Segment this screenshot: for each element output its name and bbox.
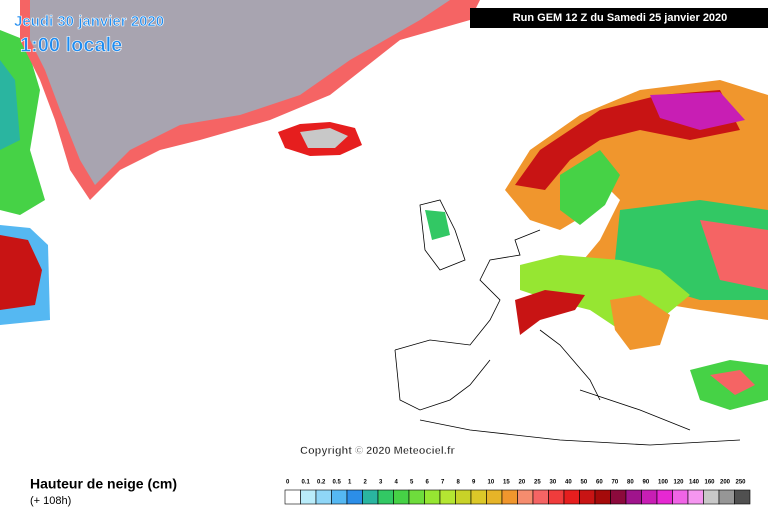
run-label: Run GEM 12 Z du Samedi 25 janvier 2020 [513,12,728,24]
legend-swatch [315,489,332,505]
carpathians [610,295,670,350]
legend-swatch [470,489,487,505]
legend-label: 0.5 [333,480,342,486]
legend-swatch [486,489,503,505]
greenland-ice [30,0,450,185]
legend-swatch [563,489,580,505]
legend-swatch [641,489,658,505]
legend-swatch [579,489,596,505]
legend-label: 140 [689,480,700,486]
scotland-snow [425,210,450,240]
legend-swatch [362,489,379,505]
time-label: 1:00 locale [20,34,122,56]
copyright: Copyright © 2020 Meteociel.fr [300,445,456,457]
coastline [394,229,741,446]
legend-label: 9 [472,480,476,486]
map [0,0,768,446]
legend-label: 15 [503,480,510,486]
russia [700,220,768,290]
legend-swatch [393,489,410,505]
legend-swatch [532,489,549,505]
legend-subtitle: (+ 108h) [30,495,71,507]
legend-label: 60 [596,480,603,486]
land-snow [0,60,20,150]
iceland-ice [300,128,348,148]
legend-label: 8 [457,480,461,486]
legend-label: 3 [379,480,383,486]
legend-swatch [517,489,534,505]
lapland [650,92,745,130]
legend-swatch [408,489,425,505]
alps [515,290,585,335]
legend-swatch [300,489,317,505]
sweden [560,150,620,225]
legend-swatch [424,489,441,505]
legend-swatch [501,489,518,505]
legend: 0 0.1 0.2 0.5 1 2 3 4 5 6 7 8 9 10 15 20 25 30 40 50 60 70 80 9… [284,480,751,505]
legend-label: 40 [565,480,572,486]
legend-label: 50 [581,480,588,486]
legend-swatch [346,489,363,505]
date-label: Jeudi 30 janvier 2020 [14,13,164,30]
legend-label: 30 [550,480,557,486]
run-bar [470,8,768,28]
legend-label: 90 [643,480,650,486]
legend-swatch [625,489,642,505]
legend-label: 6 [426,480,430,486]
uk-outline [419,199,466,271]
legend-label: 4 [395,480,399,486]
legend-swatch [284,489,301,505]
legend-swatch [703,489,720,505]
legend-swatch [610,489,627,505]
legend-label: 0 [286,480,290,486]
legend-label: 5 [410,480,414,486]
legend-swatch [331,489,348,505]
legend-swatch [672,489,689,505]
legend-label: 10 [488,480,495,486]
legend-swatch [656,489,673,505]
legend-label: 160 [705,480,716,486]
legend-label: 0.2 [317,480,326,486]
legend-swatch [734,489,751,505]
legend-title: Hauteur de neige (cm) [30,476,177,492]
legend-swatch [377,489,394,505]
legend-label: 20 [519,480,526,486]
legend-label: 25 [534,480,541,486]
legend-label: 250 [736,480,747,486]
legend-swatch [455,489,472,505]
legend-label: 80 [627,480,634,486]
legend-swatch [718,489,735,505]
legend-swatch [687,489,704,505]
turkey-high [710,370,755,395]
legend-label: 120 [674,480,685,486]
legend-label: 0.1 [302,480,311,486]
legend-label: 2 [364,480,368,486]
legend-label: 100 [658,480,669,486]
legend-swatch [439,489,456,505]
legend-label: 1 [348,480,352,486]
legend-swatch [548,489,565,505]
legend-swatch [594,489,611,505]
land-snow [0,235,42,310]
legend-label: 70 [612,480,619,486]
legend-label: 200 [720,480,731,486]
legend-label: 7 [441,480,445,486]
